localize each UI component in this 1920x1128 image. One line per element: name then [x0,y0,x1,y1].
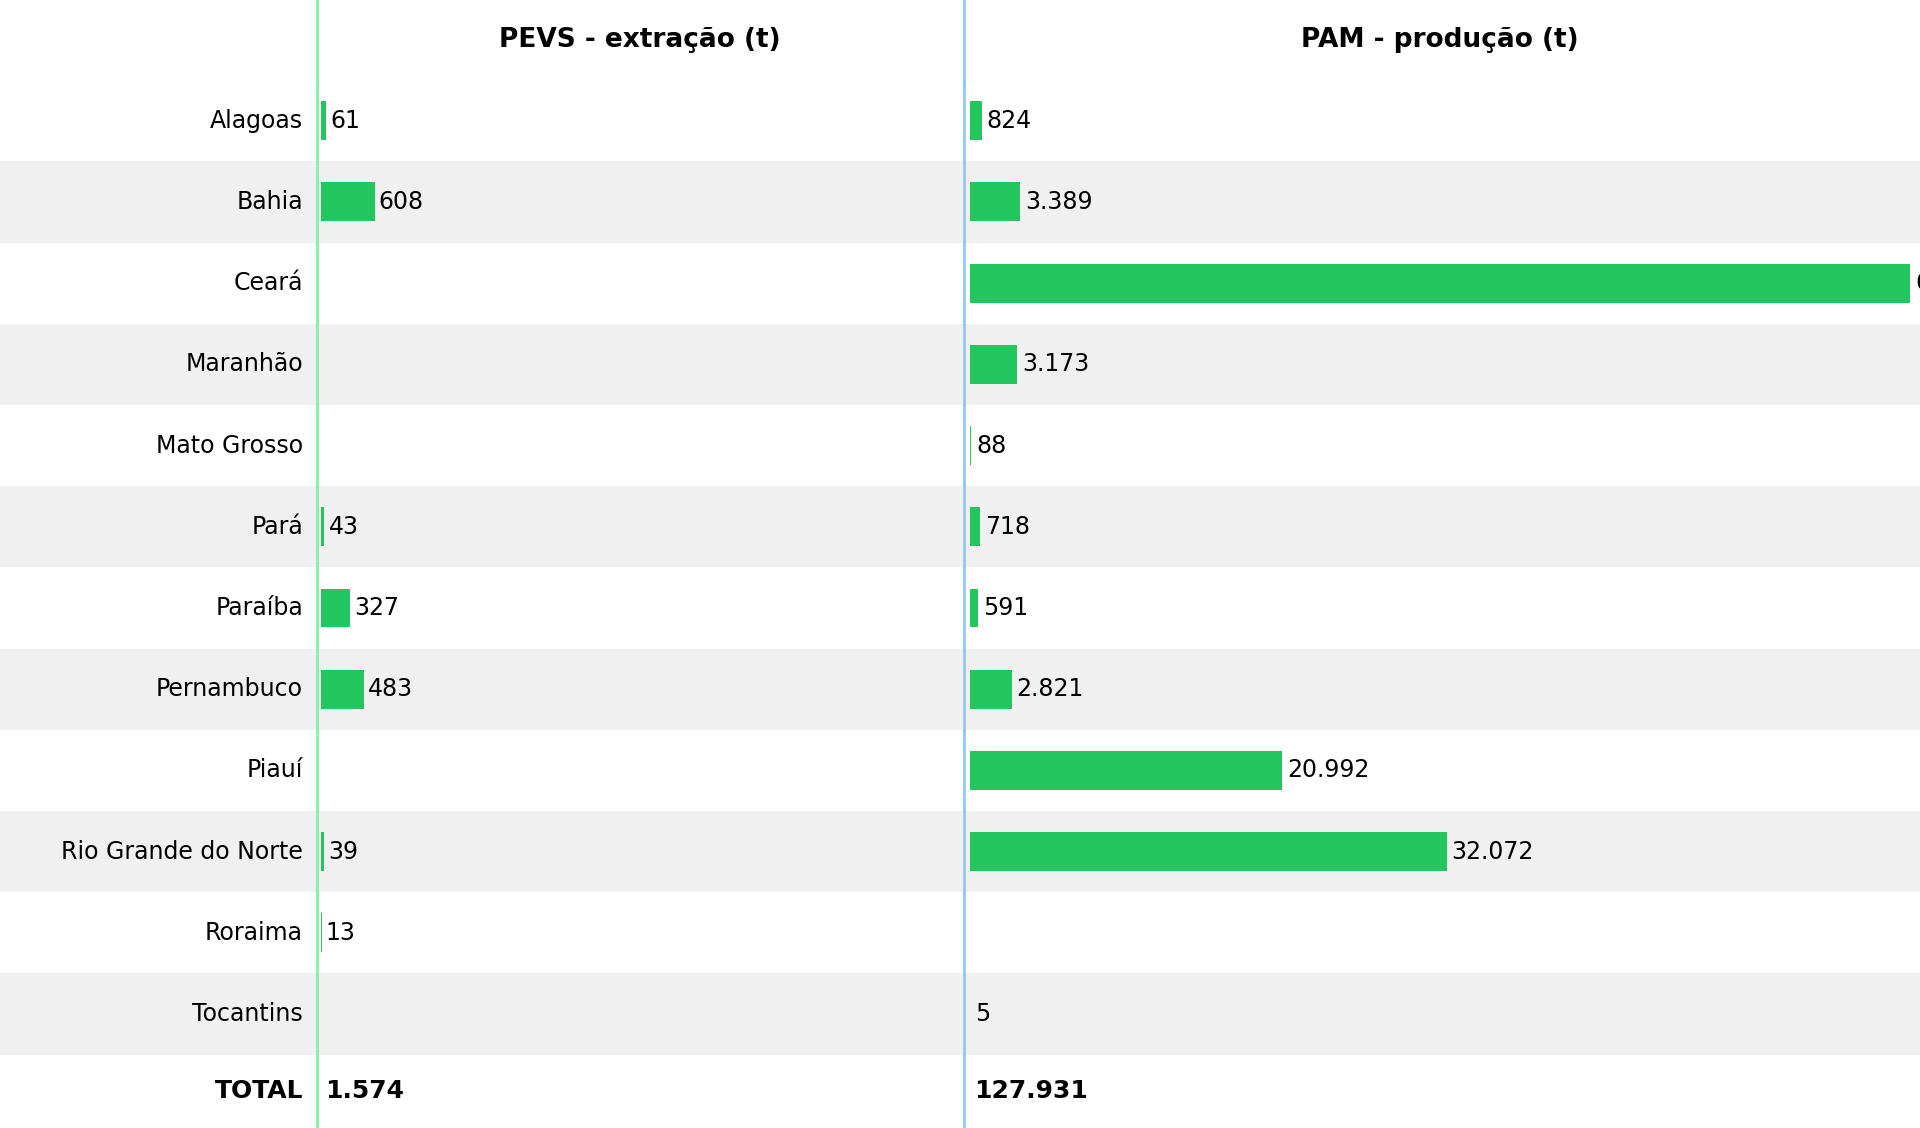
Text: 39: 39 [328,839,359,864]
Text: Roraima: Roraima [205,920,303,945]
Bar [0,1055,1920,1128]
Bar [970,102,981,140]
Text: 20.992: 20.992 [1286,758,1369,783]
Bar [0,811,1920,892]
Bar [0,324,1920,405]
Text: 824: 824 [987,108,1031,133]
Text: 61: 61 [330,108,359,133]
Bar [321,589,349,627]
Text: Ceará: Ceará [234,271,303,296]
Text: 327: 327 [353,596,399,620]
Bar [970,345,1018,384]
Text: 1.574: 1.574 [324,1079,403,1103]
Text: 608: 608 [378,190,424,214]
Text: 3.173: 3.173 [1021,352,1089,377]
Bar [970,264,1910,302]
Text: Mato Grosso: Mato Grosso [156,433,303,458]
Text: PEVS - extração (t): PEVS - extração (t) [499,27,780,53]
Bar [321,670,363,708]
Bar [0,0,1920,80]
Text: Piauí: Piauí [246,758,303,783]
Bar [321,832,324,871]
Bar [0,892,1920,973]
Text: Pará: Pará [252,514,303,539]
Bar [0,649,1920,730]
Text: Maranhão: Maranhão [186,352,303,377]
Bar [970,508,981,546]
Text: 483: 483 [369,677,413,702]
Bar [970,589,979,627]
Bar [970,832,1446,871]
Text: Alagoas: Alagoas [209,108,303,133]
Text: 2.821: 2.821 [1016,677,1085,702]
Text: Bahia: Bahia [236,190,303,214]
Bar [0,243,1920,324]
Bar [0,973,1920,1055]
Bar [0,80,1920,161]
Text: 88: 88 [975,433,1006,458]
Text: 127.931: 127.931 [975,1079,1089,1103]
Bar [0,405,1920,486]
Text: 5: 5 [975,1002,991,1026]
Bar [321,183,374,221]
Bar [0,161,1920,243]
Text: TOTAL: TOTAL [215,1079,303,1103]
Text: 63.258: 63.258 [1916,271,1920,296]
Bar [0,486,1920,567]
Text: 3.389: 3.389 [1025,190,1092,214]
Bar [970,670,1012,708]
Bar [321,508,324,546]
Text: Rio Grande do Norte: Rio Grande do Norte [61,839,303,864]
Bar [0,567,1920,649]
Text: 591: 591 [983,596,1029,620]
Text: 13: 13 [326,920,355,945]
Text: Pernambuco: Pernambuco [156,677,303,702]
Text: Tocantins: Tocantins [192,1002,303,1026]
Text: 718: 718 [985,514,1031,539]
Bar [321,102,326,140]
Text: 43: 43 [328,514,359,539]
Text: PAM - produção (t): PAM - produção (t) [1302,27,1578,53]
Text: 32.072: 32.072 [1452,839,1534,864]
Bar [970,183,1020,221]
Bar [0,730,1920,811]
Bar [970,751,1283,790]
Text: Paraíba: Paraíba [215,596,303,620]
